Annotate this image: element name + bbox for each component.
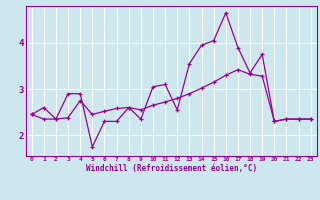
- X-axis label: Windchill (Refroidissement éolien,°C): Windchill (Refroidissement éolien,°C): [86, 164, 257, 173]
